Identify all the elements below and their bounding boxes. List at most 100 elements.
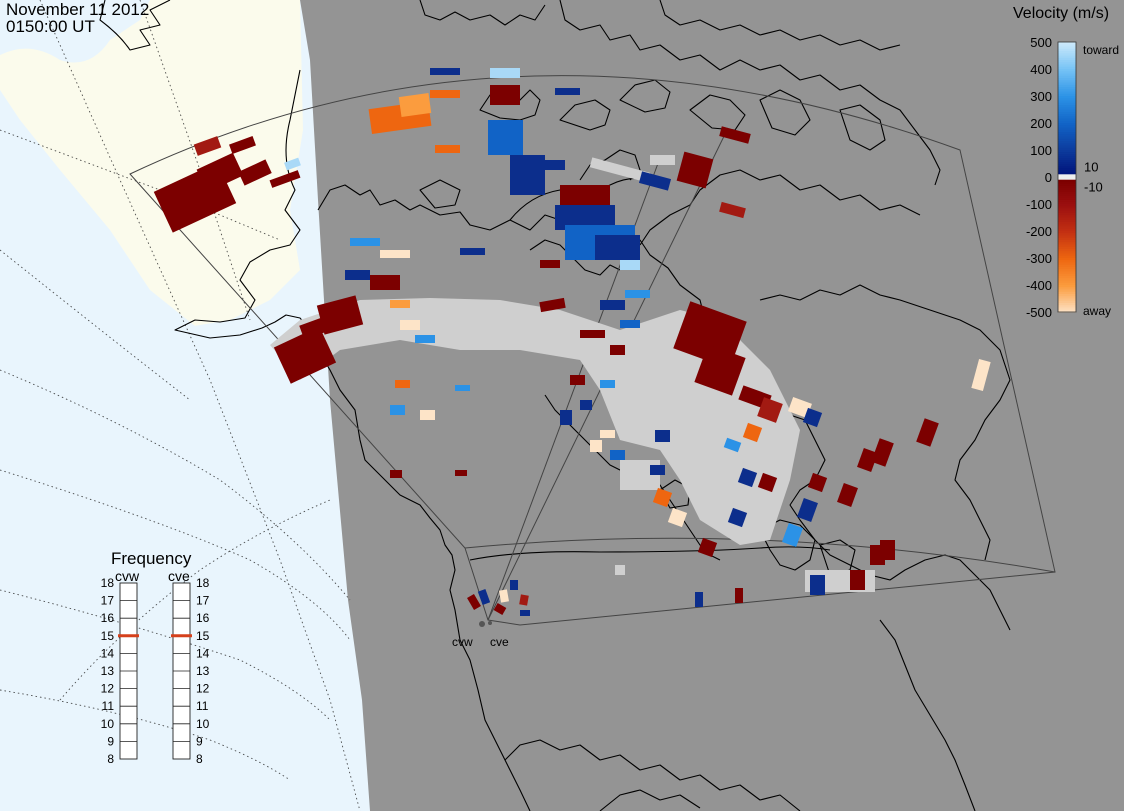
colorbar-segment [1058,276,1076,279]
frequency-tick-label: 14 [101,646,115,660]
colorbar-tick-label: 0 [1045,170,1052,185]
colorbar-segment [1058,55,1076,59]
colorbar-segment [1058,69,1076,72]
radar-site-cvw-label: cvw [452,635,473,649]
colorbar-segment [1058,60,1076,63]
colorbar-segment [1058,258,1076,261]
colorbar-segment [1058,160,1076,163]
frequency-tick-label: 12 [196,682,210,696]
colorbar-segment [1058,255,1076,259]
velocity-cell [350,238,380,246]
colorbar-segment [1058,183,1076,187]
colorbar-segment [1058,244,1076,248]
colorbar-segment [1058,179,1076,183]
colorbar-segment [1058,111,1076,115]
colorbar-segment [1058,181,1076,185]
colorbar-segment [1058,246,1076,250]
colorbar-segment [1058,82,1076,86]
colorbar-segment [1058,164,1076,167]
colorbar-segment [1058,298,1076,302]
velocity-cell [615,565,625,575]
colorbar-tick-label: -500 [1026,305,1052,320]
colorbar-segment [1058,132,1076,135]
colorbar-segment [1058,222,1076,225]
velocity-cell [493,603,507,615]
colorbar-segment [1058,170,1076,173]
colorbar-segment [1058,123,1076,126]
colorbar-segment [1058,189,1076,193]
colorbar-segment [1058,136,1076,140]
velocity-cell [415,335,435,343]
velocity-cell [435,145,460,153]
colorbar-segment [1058,199,1076,203]
velocity-cell [650,155,675,165]
velocity-cell [570,375,585,385]
frequency-tick-label: 8 [107,752,114,766]
radar-site-marker [488,621,492,625]
colorbar-segment [1058,269,1076,273]
velocity-cell [694,344,746,396]
frequency-tick-label: 18 [101,576,115,590]
colorbar-segment [1058,134,1076,138]
colorbar-tick-label: -300 [1026,251,1052,266]
plot-time: 0150:00 UT [6,17,95,36]
velocity-cell [723,437,742,453]
colorbar-segment [1058,107,1076,111]
colorbar-frame [1057,41,1077,313]
velocity-cell [390,405,405,415]
colorbar-segment [1058,201,1076,205]
colorbar-segment [1058,154,1076,157]
velocity-cell [782,523,803,547]
colorbar-segment [1058,156,1076,159]
colorbar-segment [1058,100,1076,104]
velocity-cell [490,85,520,105]
colorbar-segment [1058,231,1076,234]
colorbar-segment [1058,208,1076,212]
velocity-cell [589,157,651,183]
colorbar-segment [1058,48,1076,52]
frequency-tick-label: 9 [107,734,114,748]
frequency-tick-label: 13 [101,664,115,678]
velocity-cell [638,171,672,191]
colorbar-segment [1058,118,1076,122]
frequency-radar-cve-label: cve [168,568,190,584]
colorbar-segment [1058,51,1076,54]
colorbar-segment [1058,127,1076,131]
velocity-cell [625,290,650,298]
colorbar-segment [1058,109,1076,113]
colorbar-segment [1058,145,1076,149]
colorbar-segment [1058,267,1076,270]
velocity-cell [590,440,602,452]
colorbar-segment [1058,53,1076,57]
velocity-cell [650,465,665,475]
colorbar-segment [1058,249,1076,252]
velocity-cell [652,487,673,508]
velocity-cell [880,540,895,560]
colorbar-segment [1058,87,1076,90]
land-daylit-region [0,0,303,330]
velocity-cell [520,610,530,616]
frequency-tick-label: 18 [196,576,210,590]
colorbar-segment [1058,215,1076,219]
frequency-tick-label: 15 [101,629,115,643]
velocity-cell [807,472,828,493]
colorbar-segment [1058,260,1076,264]
colorbar-segment [1058,262,1076,266]
velocity-cell [238,159,272,186]
velocity-cell [455,385,470,391]
velocity-cell [580,330,605,338]
velocity-cell [610,345,625,355]
velocity-cell [345,270,370,280]
colorbar-segment [1058,98,1076,102]
colorbar-segment [1058,64,1076,68]
colorbar-segment [1058,264,1076,268]
colorbar-segment [1058,191,1076,195]
velocity-cell [697,537,718,558]
colorbar-segment [1058,93,1076,97]
colorbar-segment [1058,303,1076,306]
colorbar-segment [1058,213,1076,216]
colorbar-tick-label: 500 [1030,35,1052,50]
colorbar-segment [1058,291,1076,295]
